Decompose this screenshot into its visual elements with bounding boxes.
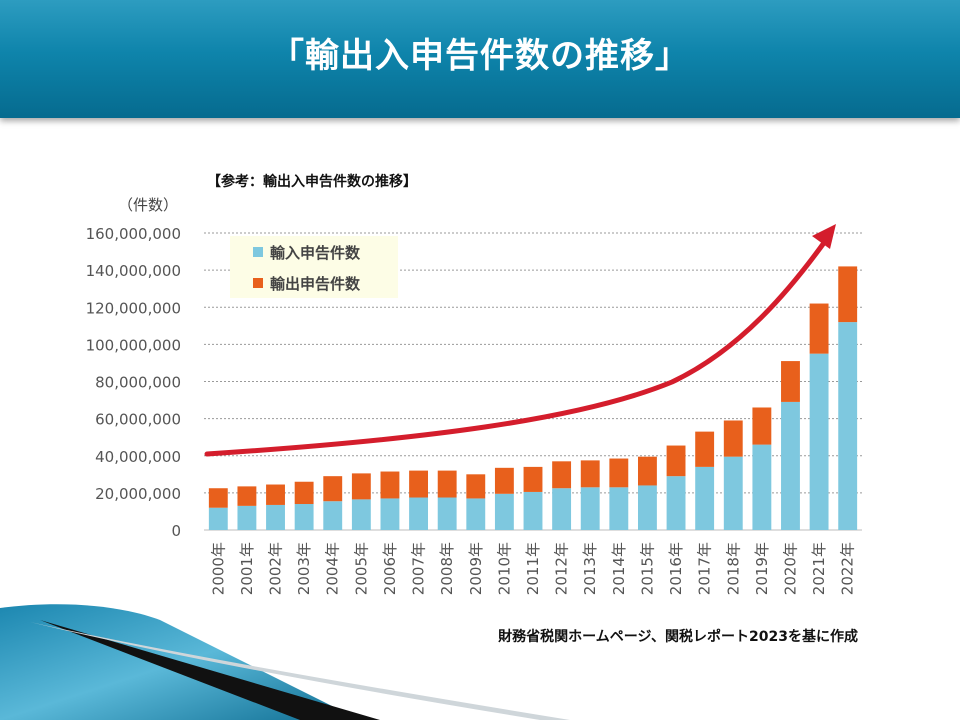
y-tick-label: 20,000,000 <box>95 485 181 503</box>
trend-curve <box>204 237 829 457</box>
bar-export <box>580 460 600 488</box>
legend: 輸入申告件数 輸出申告件数 <box>230 236 398 298</box>
x-tick-label: 2000年 <box>209 542 227 595</box>
x-tick-label: 2002年 <box>267 542 285 595</box>
bar-import <box>723 456 743 530</box>
trend-arrowhead <box>812 224 836 249</box>
bar-import <box>351 499 371 530</box>
chart-title: 【参考：輸出入申告件数の推移】 <box>207 173 417 190</box>
x-tick-label: 2013年 <box>581 542 599 595</box>
bar-export <box>752 407 772 445</box>
bar-import <box>294 504 314 530</box>
bar-import <box>609 487 629 530</box>
bar-import <box>580 487 600 530</box>
x-tick-label: 2022年 <box>839 542 857 595</box>
slide-title: 「輸出入申告件数の推移」 <box>270 36 690 76</box>
bar-export <box>723 420 743 457</box>
x-tick-label: 2007年 <box>410 542 428 595</box>
x-tick-label: 2018年 <box>724 542 742 595</box>
bar-import <box>237 505 257 530</box>
bar-import <box>323 501 343 530</box>
bar-export <box>637 456 657 486</box>
bar-export <box>609 458 629 488</box>
x-tick-label: 2016年 <box>667 542 685 595</box>
legend-swatch-export <box>253 278 263 288</box>
x-tick-label: 2011年 <box>524 542 542 595</box>
bar-import <box>752 444 772 530</box>
bar-import <box>637 485 657 530</box>
bar-export <box>809 303 829 354</box>
y-tick-label: 40,000,000 <box>95 448 181 466</box>
x-tick-label: 2017年 <box>696 542 714 595</box>
x-tick-label: 2021年 <box>810 542 828 595</box>
bar-export <box>494 467 514 494</box>
bar-export <box>523 466 543 492</box>
bar-import <box>695 466 715 530</box>
bar-import <box>494 493 514 530</box>
y-tick-label: 60,000,000 <box>95 411 181 429</box>
bar-import <box>437 497 457 530</box>
bar-import <box>466 498 486 530</box>
bar-import <box>552 488 572 530</box>
y-tick-label: 100,000,000 <box>86 336 181 354</box>
bar-import <box>523 491 543 530</box>
x-tick-label: 2008年 <box>438 542 456 595</box>
bar-export <box>695 431 715 467</box>
x-tick-label: 2010年 <box>495 542 513 595</box>
trend-arrow <box>204 224 836 457</box>
bar-import <box>266 504 285 530</box>
bar-export <box>552 461 572 489</box>
x-tick-label: 2004年 <box>324 542 342 595</box>
bar-export <box>666 445 686 477</box>
legend-swatch-import <box>253 247 263 257</box>
x-tick-label: 2005年 <box>352 542 370 595</box>
x-axis-ticks: 2000年 2001年 2002年 2003年 2004年 2005年 2006年 2007年… <box>209 542 856 595</box>
bar-export <box>409 470 429 498</box>
x-tick-label: 2009年 <box>467 542 485 595</box>
bar-import <box>838 322 858 530</box>
x-tick-label: 2020年 <box>781 542 799 595</box>
y-tick-label: 0 <box>171 522 181 540</box>
bar-export <box>208 488 228 508</box>
y-axis-ticks: 0 20,000,000 40,000,000 60,000,000 80,000,00… <box>86 225 181 540</box>
bar-export <box>294 481 314 505</box>
bar-export <box>838 266 858 323</box>
x-tick-label: 2015年 <box>638 542 656 595</box>
x-tick-label: 2001年 <box>238 542 256 595</box>
x-tick-label: 2003年 <box>295 542 313 595</box>
bar-export <box>437 470 457 498</box>
bar-import <box>380 498 400 530</box>
legend-label-import: 輸入申告件数 <box>270 244 361 262</box>
y-tick-label: 160,000,000 <box>86 225 181 243</box>
bar-import <box>781 401 800 530</box>
bar-export <box>237 486 257 506</box>
bar-export <box>323 476 343 502</box>
bar-import <box>809 353 829 530</box>
x-tick-label: 2019年 <box>753 542 771 595</box>
bar-import <box>409 497 429 530</box>
y-tick-label: 140,000,000 <box>86 262 181 280</box>
y-tick-label: 80,000,000 <box>95 374 181 392</box>
bar-import <box>666 476 686 530</box>
legend-label-export: 輸出申告件数 <box>270 275 361 293</box>
bars <box>208 266 858 530</box>
bar-export <box>351 473 371 500</box>
title-banner: 「輸出入申告件数の推移」 <box>0 0 960 118</box>
bar-import <box>208 507 228 530</box>
source-note: 財務省税関ホームページ、関税レポート2023を基に作成 <box>497 628 858 645</box>
x-tick-label: 2006年 <box>381 542 399 595</box>
y-axis-unit-label: （件数） <box>118 196 178 214</box>
bar-export <box>466 474 486 499</box>
y-tick-label: 120,000,000 <box>86 299 181 317</box>
x-tick-label: 2012年 <box>553 542 571 595</box>
bar-export <box>781 361 800 402</box>
bar-export <box>266 484 285 505</box>
x-tick-label: 2014年 <box>610 542 628 595</box>
bar-export <box>380 471 400 499</box>
